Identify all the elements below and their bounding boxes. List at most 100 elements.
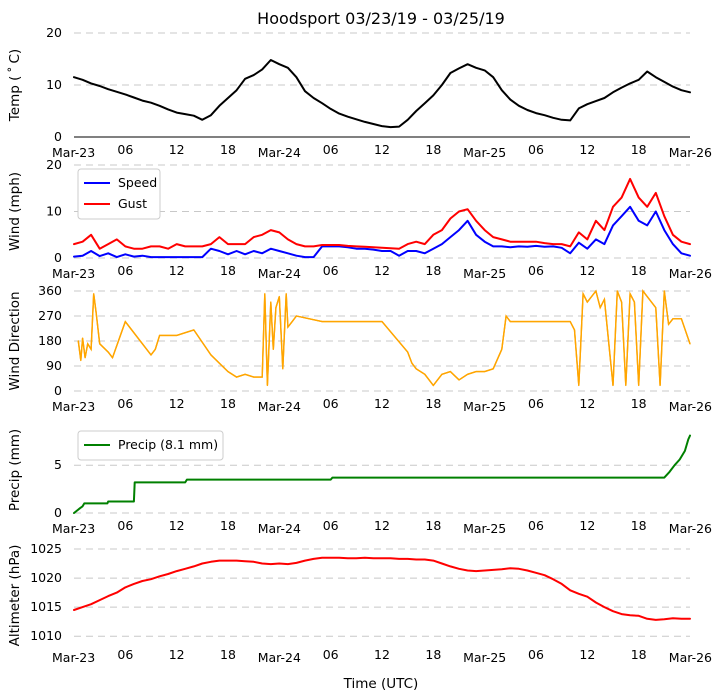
y-tick-label: 0 <box>54 129 62 144</box>
x-tick-label: 12 <box>579 518 595 533</box>
chart-title: Hoodsport 03/23/19 - 03/25/19 <box>257 9 505 28</box>
x-tick-label: Mar-24 <box>258 650 301 665</box>
legend-label: Precip (8.1 mm) <box>118 437 218 452</box>
x-tick-label: 12 <box>579 142 595 157</box>
x-tick-label: 12 <box>169 518 185 533</box>
y-axis-label: Wind Direction <box>7 291 23 390</box>
x-tick-label: Mar-26 <box>669 145 712 160</box>
x-tick-label: 06 <box>323 647 339 662</box>
series-line-speed <box>73 205 691 259</box>
legend-box <box>77 430 224 461</box>
x-tick-label: 12 <box>374 396 390 411</box>
y-axis-label: Altimeter (hPa) <box>7 545 23 647</box>
legend-label: Speed <box>118 175 157 190</box>
series-line-direction <box>77 290 691 387</box>
x-tick-label: 18 <box>220 396 236 411</box>
series-line-gust <box>73 177 691 250</box>
panel-temp: 0 10 20 Mar-23 06 12 18 Mar-24 06 12 18 Mar-25 06 12 1… <box>6 25 712 160</box>
x-tick-label: Mar-25 <box>463 145 506 160</box>
x-tick-label: Mar-26 <box>669 650 712 665</box>
x-tick-label: 06 <box>117 263 133 278</box>
x-tick-label: Mar-24 <box>258 266 301 281</box>
x-tick-label: 18 <box>425 142 441 157</box>
x-tick-label: 18 <box>631 396 647 411</box>
x-tick-label: 12 <box>374 263 390 278</box>
x-tick-label: 06 <box>323 263 339 278</box>
x-tick-label: Mar-24 <box>258 145 301 160</box>
y-tick-label: 20 <box>46 157 62 172</box>
x-tick-label: 12 <box>374 518 390 533</box>
x-tick-label: 06 <box>528 263 544 278</box>
direction-trace <box>77 289 691 387</box>
y-axis-label: Temp ( ˚ C) <box>6 49 23 122</box>
x-tick-label: 06 <box>323 396 339 411</box>
x-tick-label: 18 <box>425 518 441 533</box>
y-tick-label: 1020 <box>30 570 62 585</box>
x-tick-label: Mar-26 <box>669 266 712 281</box>
panel-direction: 0 90 180 270 360 Mar-23 06 12 18 Mar-24 06 12 18 Mar-… <box>7 283 712 414</box>
series-line-precip-8-1-mm- <box>73 434 691 514</box>
x-tick-label: 18 <box>631 263 647 278</box>
y-axis-label: Wind (mph) <box>7 172 23 251</box>
x-tick-label: 06 <box>528 396 544 411</box>
series-line-temp <box>73 59 691 129</box>
x-tick-label: Mar-25 <box>463 650 506 665</box>
y-tick-label: 0 <box>54 250 62 265</box>
panel-altimeter: 1010 1015 1020 1025 Mar-23 06 12 18 Mar-24 06 12 18… <box>7 541 712 665</box>
x-tick-label: 06 <box>323 142 339 157</box>
x-tick-label: Mar-23 <box>52 650 95 665</box>
y-tick-label: 0 <box>54 383 62 398</box>
x-tick-label: 12 <box>579 396 595 411</box>
y-tick-label: 360 <box>38 283 62 298</box>
x-tick-label: 18 <box>425 263 441 278</box>
y-tick-label: 270 <box>38 308 62 323</box>
x-tick-label: 06 <box>117 518 133 533</box>
x-tick-label: Mar-23 <box>52 145 95 160</box>
x-tick-label: 12 <box>169 263 185 278</box>
x-tick-label: 12 <box>579 263 595 278</box>
y-tick-label: 10 <box>46 77 62 92</box>
x-tick-label: 06 <box>528 647 544 662</box>
x-tick-label: 06 <box>528 142 544 157</box>
y-axis-label: Precip (mm) <box>7 429 23 511</box>
x-tick-label: 06 <box>117 142 133 157</box>
x-tick-label: 12 <box>169 647 185 662</box>
panel-wind: 0 10 20 Mar-23 06 12 18 Mar-24 06 12 18 Mar-25 06 12 1… <box>7 157 712 281</box>
y-tick-label: 1015 <box>30 599 62 614</box>
y-tick-label: 1010 <box>30 628 62 643</box>
x-tick-label: 18 <box>425 647 441 662</box>
x-axis-label: Time (UTC) <box>343 676 419 692</box>
x-tick-label: Mar-23 <box>52 521 95 536</box>
legend-label: Gust <box>118 196 147 211</box>
x-tick-label: Mar-24 <box>258 521 301 536</box>
legend-box <box>77 168 161 220</box>
x-tick-label: Mar-25 <box>463 521 506 536</box>
x-tick-label: 18 <box>631 518 647 533</box>
x-tick-label: 18 <box>220 647 236 662</box>
x-tick-label: Mar-25 <box>463 266 506 281</box>
x-tick-label: 06 <box>117 396 133 411</box>
x-tick-label: 18 <box>631 142 647 157</box>
series-line-altimeter <box>73 556 691 621</box>
y-tick-label: 20 <box>46 25 62 40</box>
y-tick-label: 1025 <box>30 541 62 556</box>
y-tick-label: 0 <box>54 505 62 520</box>
x-tick-label: 18 <box>425 396 441 411</box>
x-tick-label: 18 <box>631 647 647 662</box>
y-tick-label: 90 <box>46 358 62 373</box>
x-tick-label: Mar-25 <box>463 399 506 414</box>
x-tick-label: 06 <box>117 647 133 662</box>
x-tick-label: 18 <box>220 518 236 533</box>
x-tick-label: 12 <box>579 647 595 662</box>
x-tick-label: 12 <box>374 142 390 157</box>
x-tick-label: 06 <box>528 518 544 533</box>
x-tick-label: 18 <box>220 142 236 157</box>
panel-precip: 0 5 Mar-23 06 12 18 Mar-24 06 12 18 Mar-25 06 12 18 Ma… <box>7 429 712 536</box>
x-tick-label: Mar-26 <box>669 399 712 414</box>
x-tick-label: Mar-26 <box>669 521 712 536</box>
x-tick-label: 12 <box>374 647 390 662</box>
y-tick-label: 10 <box>46 204 62 219</box>
x-tick-label: 18 <box>220 263 236 278</box>
